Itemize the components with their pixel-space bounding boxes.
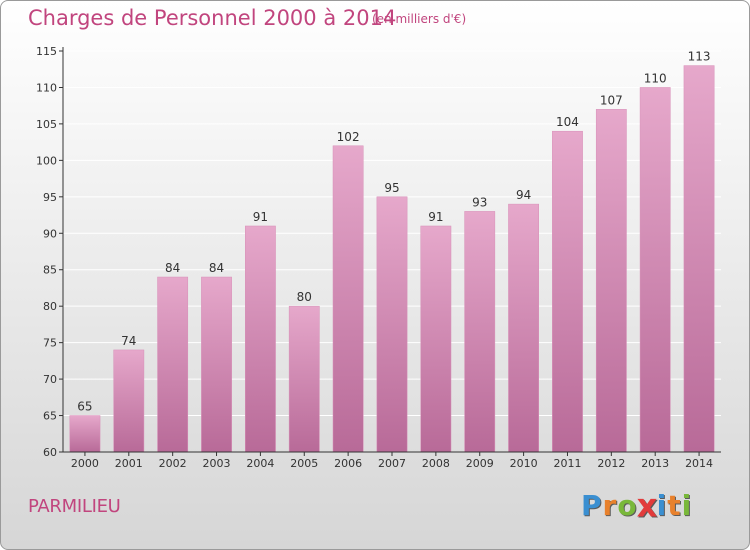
bar-2013: [639, 87, 671, 453]
y-tick-label: 100: [36, 154, 57, 167]
bar-2014: [683, 65, 715, 453]
data-label: 102: [337, 130, 360, 144]
y-tick-label: 90: [43, 227, 57, 240]
chart-title: Charges de Personnel 2000 à 2014: [28, 6, 397, 30]
x-tick-label: 2009: [466, 457, 494, 470]
bar-2009: [464, 211, 496, 453]
logo-letter: P: [581, 489, 603, 522]
bar-2001: [113, 349, 145, 453]
proxiti-logo: Proxiti: [581, 486, 693, 525]
y-tick-label: 60: [43, 446, 57, 459]
axes: 60 65 70 75 80 85 90 95 100 105 110 115 2000 2001 2002…: [36, 45, 721, 470]
data-label: 91: [428, 210, 443, 224]
data-label: 110: [644, 71, 667, 85]
bar-2012: [595, 109, 627, 453]
bar-2011: [552, 130, 583, 453]
y-tick-label: 70: [43, 373, 57, 386]
data-label: 74: [121, 334, 136, 348]
data-label: 65: [77, 400, 92, 414]
x-tick-label: 2010: [510, 457, 538, 470]
data-label: 93: [472, 195, 487, 209]
bar-2006: [332, 145, 364, 453]
x-tick-label: 2003: [203, 457, 231, 470]
y-tick-label: 85: [43, 264, 57, 277]
y-tick-label: 75: [43, 337, 57, 350]
y-tick-label: 95: [43, 191, 57, 204]
x-tick-label: 2014: [685, 457, 713, 470]
bar-2000: [69, 415, 101, 453]
x-tick-label: 2013: [641, 457, 669, 470]
bar-2002: [157, 276, 189, 453]
bar-2005: [288, 305, 320, 453]
logo-letter: i: [656, 489, 668, 522]
x-tick-label: 2008: [422, 457, 450, 470]
data-label: 95: [384, 181, 399, 195]
x-tick-label: 2011: [553, 457, 581, 470]
x-tick-label: 2007: [378, 457, 406, 470]
logo-letter: r: [602, 489, 618, 522]
bar-2007: [376, 196, 408, 453]
data-label: 91: [253, 210, 268, 224]
data-labels: 65 74 84 84 91 80 102 95 91 93 94 104 107 110 113: [77, 50, 710, 414]
x-tick-label: 2004: [246, 457, 274, 470]
chart-subtitle: (en milliers d'€): [372, 12, 467, 26]
x-tick-label: 2006: [334, 457, 362, 470]
logo-letter: i: [681, 489, 693, 522]
data-label: 80: [297, 290, 312, 304]
x-tick-label: 2001: [115, 457, 143, 470]
logo-letter: o: [617, 489, 638, 522]
x-tick-label: 2000: [71, 457, 99, 470]
bar-2004: [245, 225, 276, 453]
x-tick-label: 2005: [290, 457, 318, 470]
data-label: 94: [516, 188, 531, 202]
data-label: 107: [600, 93, 623, 107]
logo-letter: t: [667, 489, 682, 522]
y-tick-label: 105: [36, 118, 57, 131]
bar-2003: [201, 276, 232, 453]
y-tick-label: 110: [36, 81, 57, 94]
data-label: 84: [165, 261, 180, 275]
data-label: 84: [209, 261, 224, 275]
x-tick-label: 2012: [597, 457, 625, 470]
bar-2010: [508, 203, 539, 453]
location-label: PARMILIEU: [28, 496, 121, 517]
x-tick-label: 2002: [159, 457, 187, 470]
bar-2008: [420, 225, 452, 453]
y-tick-label: 80: [43, 300, 57, 313]
y-tick-label: 65: [43, 410, 57, 423]
data-label: 104: [556, 115, 579, 129]
bars: [69, 65, 715, 453]
y-tick-label: 115: [36, 45, 57, 58]
data-label: 113: [688, 50, 711, 64]
logo-letter: x: [636, 486, 659, 525]
